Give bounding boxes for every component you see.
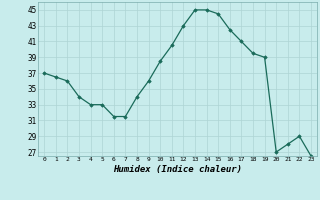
X-axis label: Humidex (Indice chaleur): Humidex (Indice chaleur) [113, 165, 242, 174]
